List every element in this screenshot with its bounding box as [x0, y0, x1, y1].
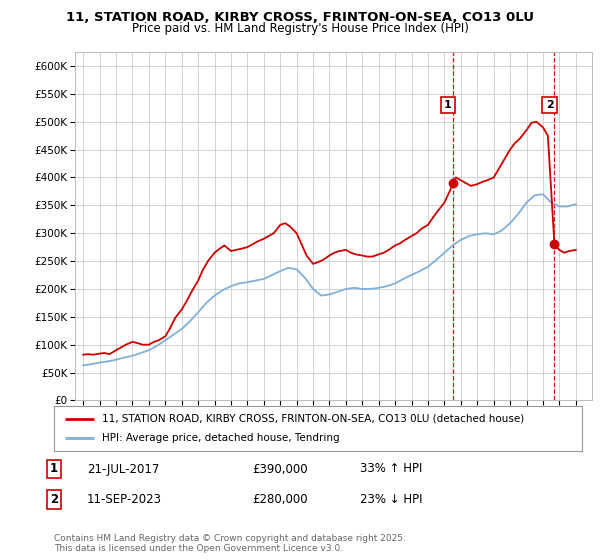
Text: 11-SEP-2023: 11-SEP-2023 — [87, 493, 162, 506]
Text: 1: 1 — [50, 463, 58, 475]
Text: 33% ↑ HPI: 33% ↑ HPI — [360, 463, 422, 475]
Text: Price paid vs. HM Land Registry's House Price Index (HPI): Price paid vs. HM Land Registry's House … — [131, 22, 469, 35]
Text: 21-JUL-2017: 21-JUL-2017 — [87, 463, 160, 475]
Text: 1: 1 — [444, 100, 452, 110]
Text: 23% ↓ HPI: 23% ↓ HPI — [360, 493, 422, 506]
Text: 2: 2 — [545, 100, 553, 110]
Text: HPI: Average price, detached house, Tendring: HPI: Average price, detached house, Tend… — [101, 433, 339, 444]
Text: 11, STATION ROAD, KIRBY CROSS, FRINTON-ON-SEA, CO13 0LU: 11, STATION ROAD, KIRBY CROSS, FRINTON-O… — [66, 11, 534, 24]
Text: 11, STATION ROAD, KIRBY CROSS, FRINTON-ON-SEA, CO13 0LU (detached house): 11, STATION ROAD, KIRBY CROSS, FRINTON-O… — [101, 413, 524, 423]
Text: £280,000: £280,000 — [252, 493, 308, 506]
Text: Contains HM Land Registry data © Crown copyright and database right 2025.
This d: Contains HM Land Registry data © Crown c… — [54, 534, 406, 553]
Text: 2: 2 — [50, 493, 58, 506]
Text: £390,000: £390,000 — [252, 463, 308, 475]
